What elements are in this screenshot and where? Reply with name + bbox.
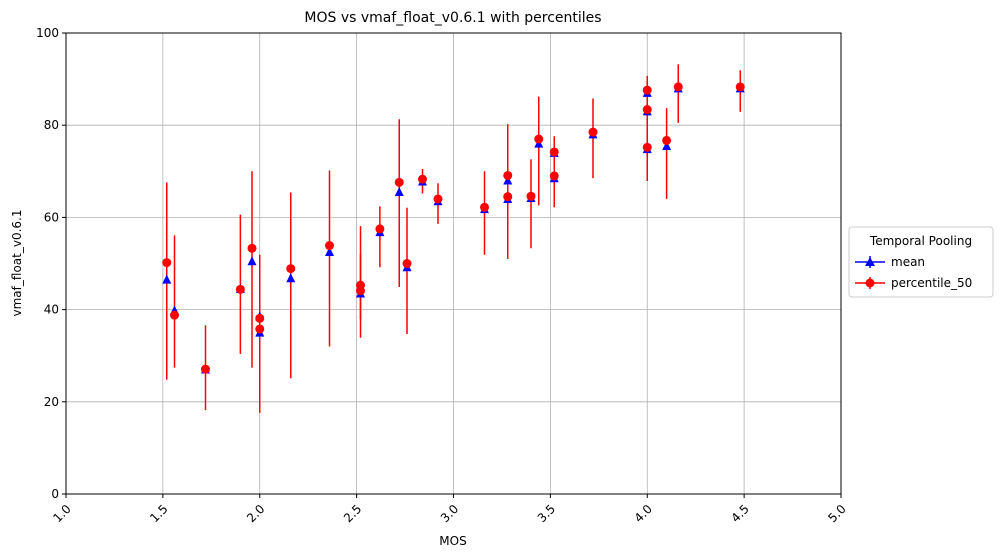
mean-point xyxy=(662,140,672,150)
percentile-point xyxy=(526,191,536,201)
percentile-point xyxy=(433,194,443,204)
x-axis-label: MOS xyxy=(439,534,466,548)
percentile-point xyxy=(503,192,513,202)
x-axis-ticks: 1.0 1.5 2.0 2.5 3.0 3.5 4.0 4.5 5.0 xyxy=(50,494,849,525)
y-tick-label: 20 xyxy=(44,395,59,409)
y-tick-label: 80 xyxy=(44,118,59,132)
legend-mean-marker xyxy=(865,257,875,266)
x-tick-label: 3.0 xyxy=(438,502,461,525)
legend: Temporal Pooling mean percentile_50 xyxy=(848,226,994,298)
y-axis-label: vmaf_float_v0.6.1 xyxy=(10,210,24,317)
percentile-point xyxy=(356,280,365,290)
x-tick-label: 3.5 xyxy=(535,502,558,525)
x-tick-label: 5.0 xyxy=(825,502,848,525)
percentile-point xyxy=(735,82,745,92)
mean-point xyxy=(394,187,404,197)
y-tick-label: 0 xyxy=(51,487,59,501)
percentile-point xyxy=(255,313,265,323)
mean-point xyxy=(162,274,172,284)
percentile-point xyxy=(642,105,652,115)
percentile-point xyxy=(549,147,559,157)
percentile-point xyxy=(662,135,672,145)
mean-point xyxy=(503,175,513,185)
legend-pct-marker xyxy=(865,278,875,288)
percentile-point xyxy=(255,324,265,334)
legend-pct-label: percentile_50 xyxy=(891,276,972,290)
x-tick-label: 1.5 xyxy=(147,502,170,525)
x-tick-label: 2.5 xyxy=(341,502,364,525)
percentile-point xyxy=(402,259,412,268)
percentile-point xyxy=(480,202,489,212)
x-tick-label: 2.0 xyxy=(244,502,267,525)
percentile-point xyxy=(325,241,334,251)
legend-item-percentile: percentile_50 xyxy=(855,276,972,290)
grid xyxy=(65,32,842,495)
percentile-point xyxy=(247,243,257,253)
chart-title: MOS vs vmaf_float_v0.6.1 with percentile… xyxy=(304,10,601,26)
percentile-point xyxy=(588,127,598,137)
percentile-point xyxy=(235,284,245,294)
percentile-series xyxy=(162,82,745,374)
x-tick-label: 1.0 xyxy=(50,502,73,525)
percentile-point xyxy=(375,224,385,234)
percentile-point xyxy=(549,171,559,181)
percentile-point xyxy=(503,170,513,180)
y-tick-label: 60 xyxy=(44,210,59,224)
legend-title: Temporal Pooling xyxy=(869,234,972,248)
percentile-point xyxy=(170,310,179,320)
percentile-point xyxy=(162,258,172,268)
legend-mean-label: mean xyxy=(891,255,925,269)
percentile-point xyxy=(673,82,683,92)
y-tick-label: 40 xyxy=(44,303,59,317)
mean-point xyxy=(286,273,296,283)
x-tick-label: 4.5 xyxy=(729,502,752,525)
mean-point xyxy=(247,256,257,266)
percentile-point xyxy=(642,85,652,95)
percentile-point xyxy=(201,364,210,374)
y-axis-ticks: 0 20 40 60 80 100 xyxy=(36,26,66,501)
percentile-point xyxy=(418,174,427,184)
x-tick-label: 4.0 xyxy=(632,502,655,525)
y-tick-label: 100 xyxy=(36,26,59,40)
percentile-point xyxy=(534,134,544,144)
mean-point xyxy=(325,246,334,256)
legend-box xyxy=(848,226,994,298)
percentile-point xyxy=(286,264,296,274)
legend-item-mean: mean xyxy=(855,255,925,269)
percentile-point xyxy=(642,142,652,152)
percentile-point xyxy=(394,177,404,187)
